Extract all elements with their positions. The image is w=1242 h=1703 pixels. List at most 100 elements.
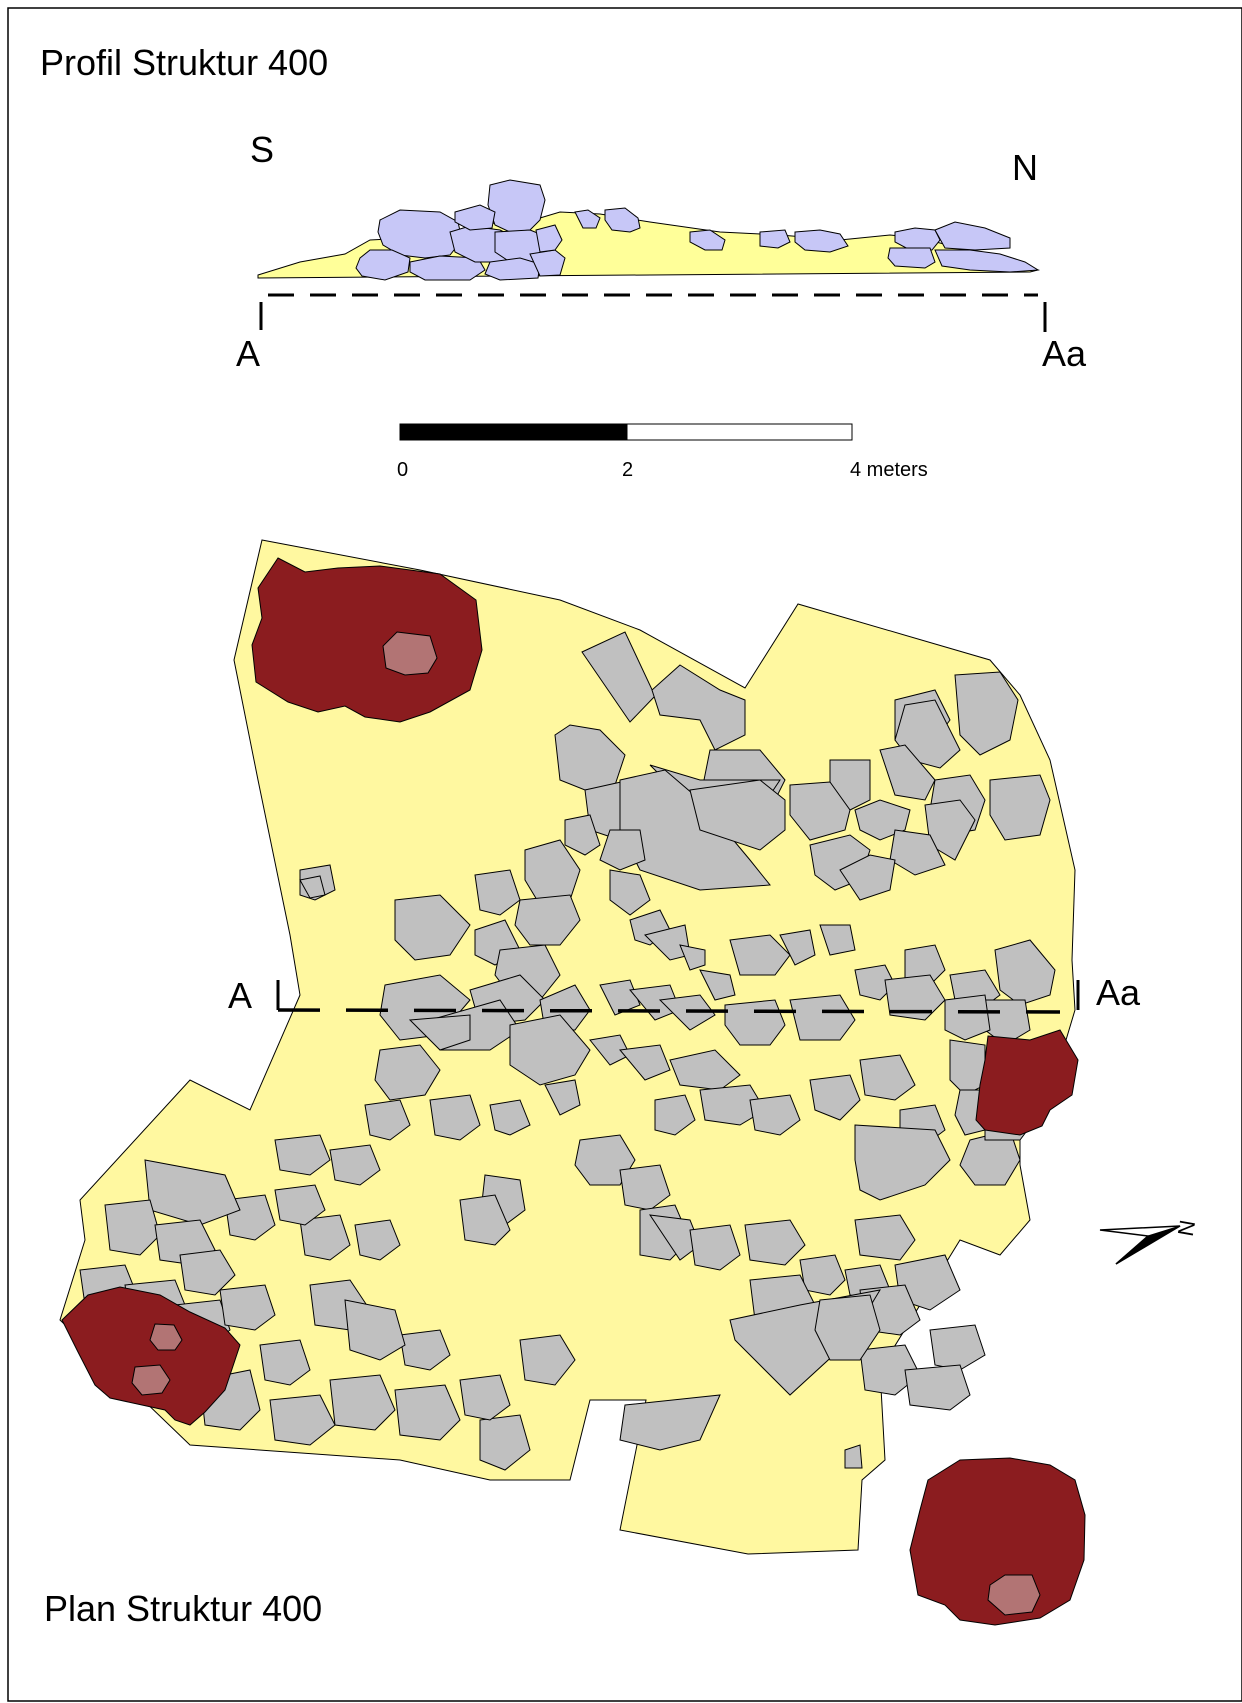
profile-south-label: S bbox=[250, 129, 274, 170]
plan-stone bbox=[459, 1374, 511, 1421]
plan-stone bbox=[259, 1339, 311, 1386]
profile-north-label: N bbox=[1012, 147, 1038, 188]
plan-stone bbox=[689, 1224, 741, 1271]
plan-title: Plan Struktur 400 bbox=[44, 1588, 322, 1629]
plan-stone bbox=[544, 1079, 581, 1116]
profile-stone bbox=[454, 204, 496, 231]
profile-start-label: A bbox=[236, 333, 260, 374]
scale-bar-black-segment bbox=[399, 423, 628, 441]
plan-stone bbox=[514, 894, 581, 946]
plan-stone bbox=[879, 744, 936, 801]
plan-stone bbox=[179, 1249, 236, 1296]
plan-stone bbox=[519, 1334, 576, 1386]
plan-stone bbox=[509, 1014, 591, 1086]
profile-end-label: Aa bbox=[1042, 333, 1087, 374]
plan-stone bbox=[889, 829, 946, 876]
plan-stone bbox=[344, 1299, 406, 1361]
plan-stone bbox=[394, 894, 471, 961]
profile-stones bbox=[355, 179, 1040, 281]
pit-northwest-fill bbox=[251, 557, 483, 723]
profile-stone bbox=[934, 221, 1011, 251]
plan-stone bbox=[929, 1324, 986, 1371]
plan-stone bbox=[554, 724, 626, 791]
profile-stone bbox=[689, 229, 726, 251]
plan-stone bbox=[429, 1094, 481, 1141]
plan-stone bbox=[904, 944, 946, 986]
plan-stone bbox=[364, 1099, 411, 1141]
profile-stone bbox=[759, 229, 791, 249]
plan-stone bbox=[744, 1219, 806, 1266]
plan-stone bbox=[789, 781, 851, 841]
plan-stone bbox=[789, 994, 856, 1041]
plan-stone bbox=[274, 1134, 331, 1176]
plan-stone bbox=[394, 1384, 461, 1441]
plan-stone bbox=[619, 1394, 721, 1451]
profile-stone bbox=[887, 247, 936, 269]
profile-stone bbox=[535, 224, 563, 253]
profile-stone bbox=[574, 209, 601, 229]
plan-stone bbox=[729, 934, 791, 976]
plan-stone bbox=[599, 979, 641, 1016]
pit-southwest bbox=[61, 1286, 241, 1426]
plan-stone bbox=[944, 994, 991, 1041]
plan-stone bbox=[854, 1124, 951, 1201]
plan-section bbox=[59, 539, 1086, 1626]
plan-stone bbox=[699, 969, 736, 1001]
pit-south-outside-fill bbox=[909, 1457, 1086, 1626]
pit-east bbox=[975, 1029, 1079, 1136]
plan-stone bbox=[564, 814, 601, 856]
profile-section bbox=[257, 179, 1040, 281]
profile-stone bbox=[377, 209, 463, 259]
pit-east-fill bbox=[975, 1029, 1079, 1136]
plan-stone bbox=[819, 924, 856, 956]
plan-stone bbox=[839, 854, 896, 901]
plan-stone bbox=[408, 1014, 471, 1051]
plan-stone bbox=[994, 939, 1056, 1006]
scale-tick-4: 4 meters bbox=[850, 459, 928, 481]
plan-stone bbox=[809, 1074, 861, 1121]
plan-stone bbox=[219, 1284, 276, 1331]
plan-section-line bbox=[277, 1008, 1061, 1014]
plan-stone bbox=[844, 1444, 863, 1469]
profile-stone bbox=[934, 249, 1040, 273]
plan-stone bbox=[669, 1049, 741, 1091]
profile-stone bbox=[409, 255, 486, 281]
pit-southwest-core-1 bbox=[149, 1323, 183, 1351]
plan-stone bbox=[654, 1094, 696, 1136]
plan-stone bbox=[269, 1394, 336, 1446]
profile-stone bbox=[487, 179, 546, 233]
plan-stone bbox=[599, 829, 646, 871]
scale-tick-0: 0 bbox=[397, 459, 408, 481]
plan-stone bbox=[859, 1054, 916, 1101]
plan-stone bbox=[329, 1374, 396, 1431]
plan-stone bbox=[299, 875, 326, 899]
sheet-border bbox=[7, 7, 1242, 1702]
plan-stone bbox=[854, 1214, 916, 1261]
plan-stone bbox=[954, 671, 1019, 756]
plan-stone bbox=[474, 869, 521, 916]
plan-stone bbox=[989, 774, 1051, 841]
plan-stone bbox=[354, 1219, 401, 1261]
plan-stone bbox=[894, 699, 961, 769]
pit-southwest-core-2 bbox=[131, 1364, 171, 1396]
scale-tick-2: 2 bbox=[622, 459, 633, 481]
pit-southwest-fill bbox=[61, 1286, 241, 1426]
north-arrow-icon: N bbox=[1099, 1218, 1200, 1265]
plan-stone bbox=[904, 1364, 971, 1411]
profile-stone bbox=[355, 249, 411, 281]
plan-stone bbox=[399, 1329, 451, 1371]
profile-stone bbox=[794, 229, 849, 253]
pit-south-outside bbox=[909, 1457, 1086, 1626]
plan-stone bbox=[609, 869, 651, 916]
plan-stone bbox=[459, 1194, 511, 1246]
plan-stone bbox=[619, 1044, 671, 1081]
plan-stone bbox=[884, 974, 946, 1021]
plan-stone bbox=[679, 944, 706, 971]
pit-northwest-core bbox=[382, 631, 438, 676]
plan-stone bbox=[329, 1144, 381, 1186]
north-arrow-label: N bbox=[1173, 1218, 1200, 1238]
profile-stone bbox=[604, 207, 641, 233]
scale-bar-white-segment bbox=[626, 423, 853, 441]
